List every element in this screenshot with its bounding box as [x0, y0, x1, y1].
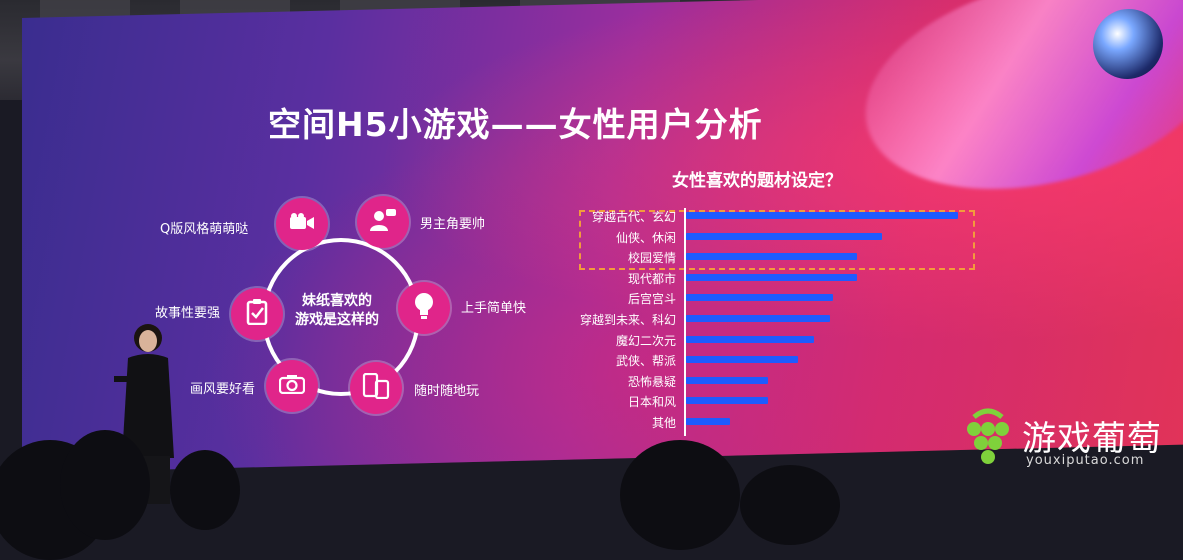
grape-logo-icon [967, 408, 1009, 464]
bar [686, 356, 798, 364]
bar-label: 后宫宫斗 [627, 292, 676, 307]
bar-label: 穿越到未来、科幻 [579, 313, 676, 327]
logo-name: 游戏葡萄 [1022, 419, 1162, 459]
node-label-strong-story: 故事性要强 [155, 306, 221, 321]
bar-label: 仙侠、休闲 [615, 230, 676, 245]
node-play-anywhere [350, 362, 402, 414]
node-handsome-lead [357, 196, 409, 248]
node-label-cute-style: Q版风格萌萌哒 [160, 222, 249, 237]
bar-label: 穿越古代、玄幻 [591, 210, 676, 224]
bar [686, 232, 882, 240]
highlight-box [579, 210, 975, 270]
bar [686, 212, 958, 219]
node-label-easy-start: 上手简单快 [461, 301, 527, 316]
bar [686, 273, 858, 281]
node-label-play-anywhere: 随时随地玩 [414, 384, 480, 399]
user-chat-icon [369, 208, 397, 236]
chart-title: 女性喜欢的题材设定？ [672, 171, 842, 191]
node-good-art [266, 360, 318, 412]
bar-label: 日本和风 [627, 395, 676, 410]
watermark-logo: 游戏葡萄 youxiputao.com [960, 405, 1180, 475]
audience-head [60, 430, 150, 540]
node-cute-style [276, 198, 328, 250]
bar-label: 恐怖悬疑 [627, 374, 676, 389]
bar [686, 315, 831, 322]
logo-url: youxiputao.com [1026, 453, 1145, 468]
bar [686, 418, 730, 425]
ring-center-text: 妹纸喜欢的 游戏是这样的 [292, 292, 382, 330]
bar [686, 335, 814, 343]
clipboard-icon [246, 299, 268, 329]
bar [686, 397, 768, 405]
center-text-line2: 游戏是这样的 [295, 312, 379, 328]
audience-head [740, 465, 840, 545]
bar-label: 魔幻二次元 [615, 333, 676, 348]
bar-label: 现代都市 [627, 271, 676, 286]
video-camera-icon [289, 212, 315, 236]
bar [686, 294, 833, 302]
node-label-good-art: 画风要好看 [190, 382, 256, 397]
devices-icon [362, 372, 390, 403]
bar [686, 253, 858, 261]
lightbulb-icon [414, 292, 434, 324]
audience-head [170, 450, 240, 530]
slide-title: 空间H5小游戏——女性用户分析 [268, 105, 763, 144]
camera-icon [278, 374, 306, 398]
center-text-line1: 妹纸喜欢的 [302, 293, 372, 309]
node-label-handsome-lead: 男主角要帅 [420, 217, 486, 232]
bar-label: 武侠、帮派 [615, 354, 676, 369]
audience-head [620, 440, 740, 550]
bar-label: 校园爱情 [627, 251, 676, 266]
bar-label: 其他 [651, 416, 676, 430]
node-easy-start [398, 282, 450, 334]
bar [686, 376, 768, 384]
chart-axis [684, 208, 686, 436]
node-strong-story [231, 288, 283, 340]
